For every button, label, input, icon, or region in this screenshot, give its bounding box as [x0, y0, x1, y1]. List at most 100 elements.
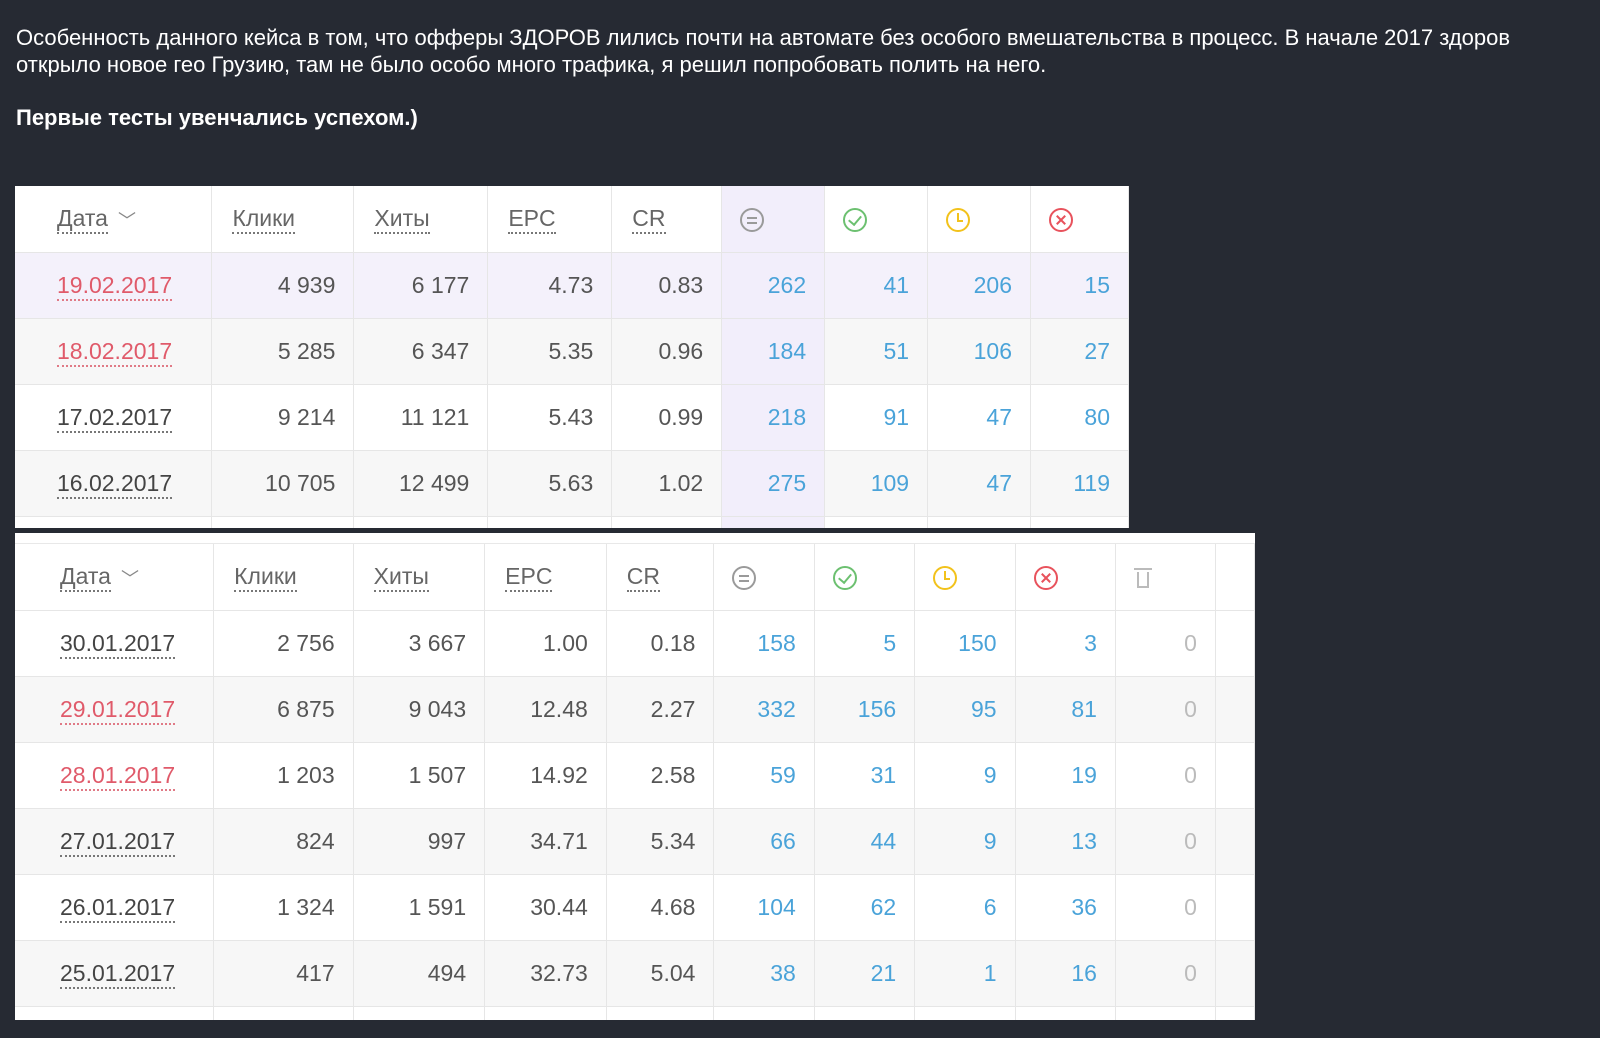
rejected-icon — [1033, 566, 1058, 591]
approved-header[interactable] — [814, 544, 916, 611]
approved-cell[interactable]: 156 — [814, 676, 916, 743]
hold-cell[interactable]: 106 — [927, 318, 1032, 385]
approved-header[interactable] — [824, 186, 929, 253]
chevron-down-icon[interactable]: ﹀ — [117, 210, 136, 231]
hold-cell[interactable]: 47 — [927, 384, 1032, 451]
hold-cell[interactable]: 1 — [914, 940, 1016, 1007]
rejected-header[interactable] — [1015, 544, 1116, 611]
approved-cell[interactable]: 109 — [824, 450, 929, 517]
date-link[interactable]: 18.02.2017 — [15, 318, 213, 385]
rejected-header[interactable] — [1030, 186, 1129, 253]
rejected-cell[interactable]: 15 — [1030, 252, 1129, 319]
header-divider — [15, 533, 1255, 544]
hold-header[interactable] — [927, 186, 1032, 253]
hits-column-header[interactable]: Хиты — [353, 544, 486, 611]
rejected-cell[interactable]: 27 — [1030, 318, 1129, 385]
date-link[interactable]: 30.01.2017 — [15, 610, 215, 677]
trash-cell: 0 — [1115, 610, 1216, 677]
table-row: 30.01.2017 2 756 3 667 1.00 0.18 158 5 1… — [15, 610, 1255, 677]
rejected-cell[interactable]: 80 — [1030, 384, 1129, 451]
all-cell[interactable]: 275 — [721, 450, 826, 517]
date-link[interactable]: 28.01.2017 — [15, 742, 215, 809]
hits-cell: 997 — [353, 808, 486, 875]
date-link[interactable]: 29.01.2017 — [15, 676, 215, 743]
date-link[interactable]: 17.02.2017 — [15, 384, 213, 451]
cr-column-header[interactable]: CR — [611, 186, 723, 253]
epc-column-header[interactable]: EPC — [487, 186, 613, 253]
rejected-cell[interactable]: 3 — [1015, 610, 1116, 677]
hold-cell[interactable]: 206 — [927, 252, 1032, 319]
hold-cell[interactable]: 9 — [914, 808, 1016, 875]
approved-cell[interactable]: 51 — [824, 318, 929, 385]
table-row: 28.01.2017 1 203 1 507 14.92 2.58 59 31 … — [15, 742, 1255, 809]
epc-cell: 32.73 — [484, 940, 607, 1007]
date-column-header[interactable]: Дата ﹀ — [15, 186, 213, 253]
all-conversions-header[interactable] — [713, 544, 815, 611]
all-cell[interactable]: 158 — [713, 610, 815, 677]
epc-cell: 1.00 — [484, 610, 607, 677]
hold-cell[interactable]: 95 — [914, 676, 1016, 743]
table-header-row: Дата ﹀ Клики Хиты EPC CR — [15, 544, 1255, 611]
all-conversions-header[interactable] — [721, 186, 826, 253]
epc-cell: 5.63 — [487, 450, 613, 517]
hits-cell: 6 177 — [353, 252, 489, 319]
hold-cell[interactable]: 9 — [914, 742, 1016, 809]
hold-icon — [946, 208, 971, 233]
approved-cell[interactable]: 44 — [814, 808, 916, 875]
clicks-column-header[interactable]: Клики — [211, 186, 355, 253]
epc-column-header[interactable]: EPC — [484, 544, 607, 611]
rejected-cell[interactable]: 81 — [1015, 676, 1116, 743]
rejected-cell[interactable]: 16 — [1015, 940, 1116, 1007]
all-cell[interactable]: 218 — [721, 384, 826, 451]
cr-cell: 0.83 — [611, 252, 723, 319]
table-row: 26.01.2017 1 324 1 591 30.44 4.68 104 62… — [15, 874, 1255, 941]
cr-cell: 2.27 — [606, 676, 715, 743]
clicks-cell: 2 756 — [213, 610, 354, 677]
all-cell[interactable]: 332 — [713, 676, 815, 743]
chevron-down-icon[interactable]: ﹀ — [120, 568, 139, 589]
all-cell[interactable]: 66 — [713, 808, 815, 875]
approved-cell[interactable]: 91 — [824, 384, 929, 451]
date-column-header[interactable]: Дата ﹀ — [15, 544, 215, 611]
cut-column — [1215, 544, 1255, 611]
date-link[interactable]: 25.01.2017 — [15, 940, 215, 1007]
rejected-cell[interactable]: 19 — [1015, 742, 1116, 809]
all-icon — [740, 208, 765, 233]
approved-cell[interactable]: 62 — [814, 874, 916, 941]
hold-cell[interactable]: 150 — [914, 610, 1016, 677]
hold-cell[interactable]: 6 — [914, 874, 1016, 941]
date-link[interactable]: 27.01.2017 — [15, 808, 215, 875]
date-link[interactable]: 26.01.2017 — [15, 874, 215, 941]
trash-header[interactable] — [1115, 544, 1216, 611]
hits-cell: 1 507 — [353, 742, 486, 809]
all-cell[interactable]: 38 — [713, 940, 815, 1007]
all-cell[interactable]: 104 — [713, 874, 815, 941]
all-cell[interactable]: 59 — [713, 742, 815, 809]
hits-cell: 11 121 — [353, 384, 489, 451]
hits-column-header[interactable]: Хиты — [353, 186, 489, 253]
cr-column-header[interactable]: CR — [606, 544, 715, 611]
all-cell[interactable]: 184 — [721, 318, 826, 385]
cr-cell: 0.99 — [611, 384, 723, 451]
table-row: 19.02.2017 4 939 6 177 4.73 0.83 262 41 … — [15, 252, 1129, 319]
rejected-cell[interactable]: 13 — [1015, 808, 1116, 875]
approved-cell[interactable]: 31 — [814, 742, 916, 809]
rejected-cell[interactable]: 36 — [1015, 874, 1116, 941]
trash-icon — [1133, 566, 1152, 590]
cr-cell: 5.04 — [606, 940, 715, 1007]
approved-cell[interactable]: 41 — [824, 252, 929, 319]
clicks-cell: 5 285 — [211, 318, 355, 385]
post-text: Особенность данного кейса в том, что офф… — [16, 24, 1576, 131]
epc-cell: 14.92 — [484, 742, 607, 809]
clicks-cell: 1 203 — [213, 742, 354, 809]
rejected-cell[interactable]: 119 — [1030, 450, 1129, 517]
date-link[interactable]: 19.02.2017 — [15, 252, 213, 319]
approved-cell[interactable]: 5 — [814, 610, 916, 677]
clicks-column-header[interactable]: Клики — [213, 544, 354, 611]
date-link[interactable]: 16.02.2017 — [15, 450, 213, 517]
clicks-cell: 1 324 — [213, 874, 354, 941]
all-cell[interactable]: 262 — [721, 252, 826, 319]
hold-cell[interactable]: 47 — [927, 450, 1032, 517]
hold-header[interactable] — [914, 544, 1016, 611]
approved-cell[interactable]: 21 — [814, 940, 916, 1007]
